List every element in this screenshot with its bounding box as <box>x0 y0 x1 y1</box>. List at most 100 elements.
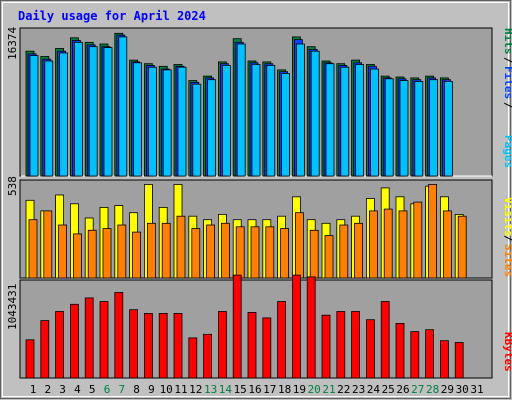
kbytes-kbytes-bar-day-15 <box>232 274 242 379</box>
kbytes-kbytes-bar-day-28 <box>425 329 435 379</box>
hits-pages-bar-day-4 <box>74 41 83 177</box>
day-label-30: 30 <box>456 383 469 396</box>
day-label-3: 3 <box>59 383 66 396</box>
kbytes-ymax-label: 1043431 <box>6 284 19 330</box>
day-label-23: 23 <box>352 383 365 396</box>
kbytes-kbytes-bar-day-14 <box>217 311 227 379</box>
legend-sites: Sites <box>502 244 512 277</box>
hits-pages-bar-day-29 <box>443 81 453 177</box>
day-label-27: 27 <box>411 383 424 396</box>
visits-sites-bar-day-12 <box>191 228 201 279</box>
hits-pages-bar-day-13 <box>207 79 217 177</box>
legend-files: Files <box>502 66 512 99</box>
day-label-13: 13 <box>204 383 217 396</box>
visits-sites-bar-day-24 <box>368 210 378 279</box>
day-labels: 1 2 3 4 5 6 7 8 9 10 11 12 13 14 15 16 17 18 19 20 21 22 23 24 2… <box>30 383 484 396</box>
chart-title: Daily usage for April 2024 <box>18 9 206 23</box>
hits-legend: Pages / Files / Hits <box>502 28 512 168</box>
day-label-5: 5 <box>89 383 96 396</box>
visits-panel: 538 Sites / Visits <box>6 176 512 279</box>
visits-sites-bar-day-6 <box>102 228 112 279</box>
visits-sites-bar-day-7 <box>117 224 127 279</box>
day-label-2: 2 <box>44 383 51 396</box>
day-label-12: 12 <box>189 383 202 396</box>
day-label-16: 16 <box>248 383 261 396</box>
kbytes-kbytes-bar-day-20 <box>306 276 316 379</box>
visits-sites-bar-day-8 <box>132 231 142 279</box>
legend-hits: Hits <box>502 28 512 55</box>
hits-pages-bar-day-3 <box>59 52 68 177</box>
visits-bars <box>25 183 467 279</box>
hits-pages-bar-day-26 <box>399 80 409 177</box>
day-label-11: 11 <box>174 383 187 396</box>
visits-sites-bar-day-26 <box>398 210 408 279</box>
hits-pages-bar-day-18 <box>281 73 291 177</box>
kbytes-kbytes-bar-day-1 <box>25 339 35 379</box>
day-label-18: 18 <box>278 383 291 396</box>
day-label-4: 4 <box>74 383 81 396</box>
visits-sites-bar-day-9 <box>146 222 156 279</box>
kbytes-kbytes-bar-day-13 <box>203 333 213 379</box>
day-label-24: 24 <box>367 383 381 396</box>
visits-sites-bar-day-18 <box>280 228 290 279</box>
hits-pages-bar-day-2 <box>44 60 54 177</box>
kbytes-kbytes-bar-day-24 <box>365 319 375 379</box>
visits-sites-bar-day-14 <box>220 222 230 279</box>
legend-separator-2: / <box>502 57 512 64</box>
hits-pages-bar-day-1 <box>29 55 39 177</box>
visits-sites-bar-day-21 <box>324 235 334 279</box>
hits-pages-bar-day-11 <box>177 66 187 177</box>
visits-sites-bar-day-16 <box>250 226 260 279</box>
chart-outer-border-inner <box>2 2 509 397</box>
day-label-28: 28 <box>426 383 439 396</box>
hits-pages-bar-day-6 <box>103 47 113 177</box>
legend-kbytes: KBytes <box>502 332 512 372</box>
hits-pages-bar-day-28 <box>429 79 439 177</box>
visits-sites-bar-day-11 <box>176 215 186 279</box>
hits-pages-bar-day-8 <box>133 62 143 177</box>
day-label-29: 29 <box>441 383 454 396</box>
kbytes-kbytes-bar-day-6 <box>99 301 109 379</box>
day-label-14: 14 <box>219 383 233 396</box>
kbytes-kbytes-bar-day-9 <box>143 312 153 379</box>
hits-pages-bar-day-12 <box>192 83 202 177</box>
hits-pages-bar-day-15 <box>236 43 246 177</box>
kbytes-kbytes-bar-day-17 <box>262 317 272 379</box>
hits-pages-bar-day-19 <box>295 43 305 177</box>
visits-sites-bar-day-1 <box>28 219 38 279</box>
visits-sites-bar-day-17 <box>265 226 275 279</box>
kbytes-bars <box>25 274 464 379</box>
day-label-22: 22 <box>337 383 350 396</box>
hits-pages-bar-day-14 <box>221 65 231 177</box>
day-label-8: 8 <box>133 383 140 396</box>
visits-sites-bar-day-19 <box>294 212 304 279</box>
visits-sites-bar-day-20 <box>309 229 319 279</box>
legend-separator-3: / <box>502 235 512 242</box>
day-label-1: 1 <box>30 383 37 396</box>
visits-sites-bar-day-28 <box>428 183 438 279</box>
hits-pages-bar-day-22 <box>340 66 350 177</box>
kbytes-kbytes-bar-day-18 <box>277 301 287 379</box>
kbytes-kbytes-bar-day-8 <box>129 309 139 379</box>
visits-sites-bar-day-3 <box>58 224 67 279</box>
kbytes-kbytes-bar-day-26 <box>395 322 405 379</box>
day-label-19: 19 <box>293 383 306 396</box>
visits-sites-bar-day-25 <box>383 208 393 279</box>
kbytes-kbytes-bar-day-11 <box>173 312 183 379</box>
kbytes-kbytes-bar-day-10 <box>158 312 168 379</box>
hits-pages-bar-day-23 <box>355 64 365 177</box>
day-label-7: 7 <box>118 383 125 396</box>
visits-sites-bar-day-10 <box>161 222 171 279</box>
hits-ymax-label: 16374 <box>6 27 19 60</box>
visits-ymax-label: 538 <box>6 176 19 196</box>
hits-pages-bar-day-10 <box>162 69 172 177</box>
visits-sites-bar-day-15 <box>235 226 245 279</box>
day-label-17: 17 <box>263 383 276 396</box>
hits-pages-bar-day-27 <box>414 81 424 177</box>
legend-pages: Pages <box>502 135 512 168</box>
kbytes-kbytes-bar-day-21 <box>321 314 331 379</box>
visits-sites-bar-day-23 <box>354 222 364 279</box>
hits-pages-bar-day-16 <box>251 64 261 177</box>
